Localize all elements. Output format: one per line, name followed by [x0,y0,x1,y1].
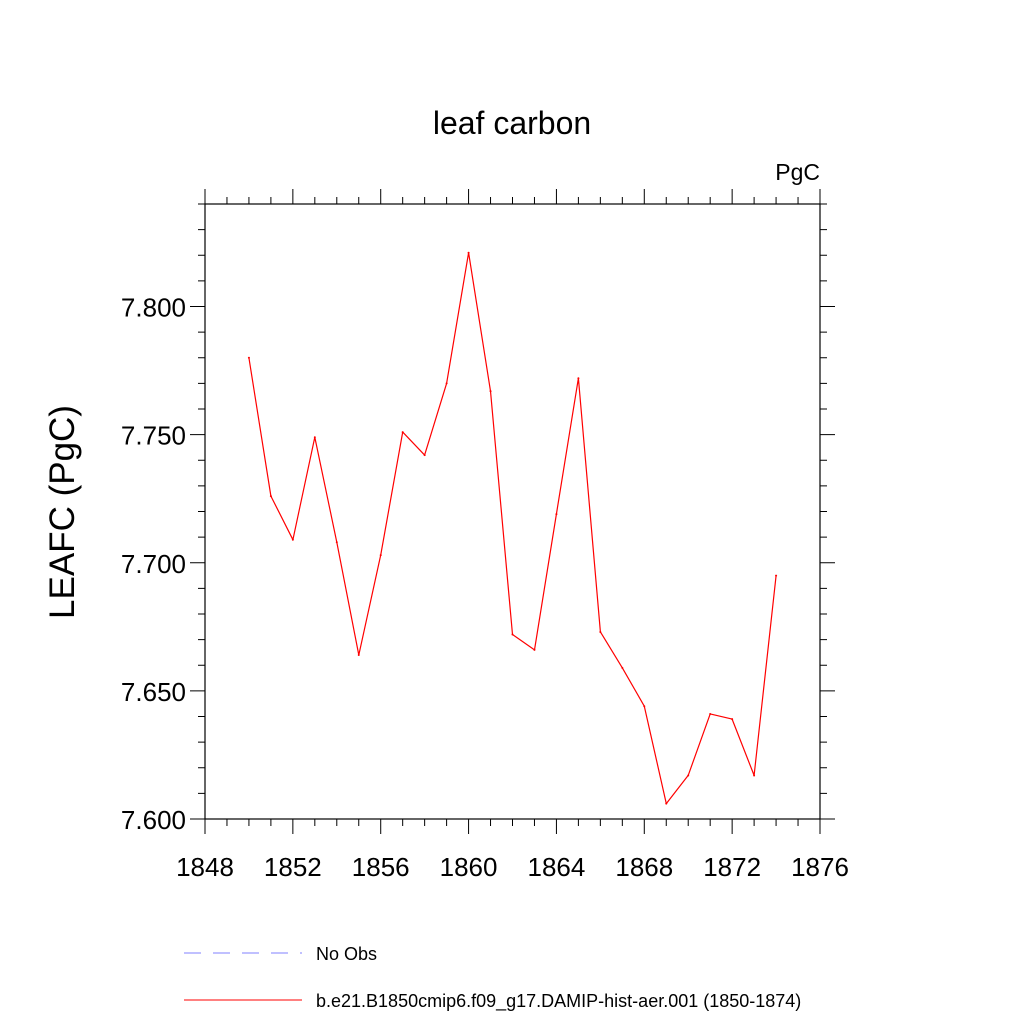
y-tick-label: 7.700 [121,549,186,579]
x-tick-label: 1852 [264,852,322,882]
x-tick-label: 1868 [615,852,673,882]
y-tick-label: 7.750 [121,421,186,451]
series-line [248,252,777,805]
data-point [555,513,558,516]
legend: No Obs b.e21.B1850cmip6.f09_g17.DAMIP-his… [184,944,801,1012]
data-point [533,648,536,651]
y-tick-label: 7.800 [121,293,186,323]
data-point [665,802,668,805]
y-axis-label: LEAFC (PgC) [43,405,82,619]
legend-label: No Obs [316,944,377,964]
data-point [379,554,382,557]
x-tick-label: 1864 [528,852,586,882]
data-point [709,712,712,715]
data-point [621,666,624,669]
data-point [247,356,250,359]
data-point [335,541,338,544]
data-point [753,774,756,777]
legend-label: b.e21.B1850cmip6.f09_g17.DAMIP-hist-aer.… [316,991,801,1012]
data-point [357,654,360,656]
x-tick-label: 1860 [440,852,498,882]
x-tick-label: 1876 [791,852,849,882]
chart-title: leaf carbon [433,105,591,141]
x-tick-label: 1856 [352,852,410,882]
data-point [511,633,514,636]
x-tick-label: 1872 [703,852,761,882]
y-tick-label: 7.650 [121,677,186,707]
plot-frame [204,203,821,820]
data-point [401,431,404,434]
y-tick-label: 7.600 [121,805,186,835]
data-point [313,436,316,439]
data-point [423,454,426,457]
data-point [775,574,778,577]
units-label: PgC [775,159,820,185]
data-point [577,377,580,380]
data-point [687,774,690,777]
y-axis: 7.600 7.650 7.700 7.750 7.800 [121,203,835,835]
x-tick-label: 1848 [176,852,234,882]
data-point [445,382,448,385]
data-point [731,718,734,721]
series-layer [247,251,778,805]
data-point [269,495,272,498]
data-point [467,251,470,254]
x-axis: 1848 1852 1856 1860 1864 1868 1872 1876 [176,189,849,882]
data-point [599,630,602,633]
data-point [643,705,646,708]
data-point [489,390,492,393]
data-point [291,538,294,541]
